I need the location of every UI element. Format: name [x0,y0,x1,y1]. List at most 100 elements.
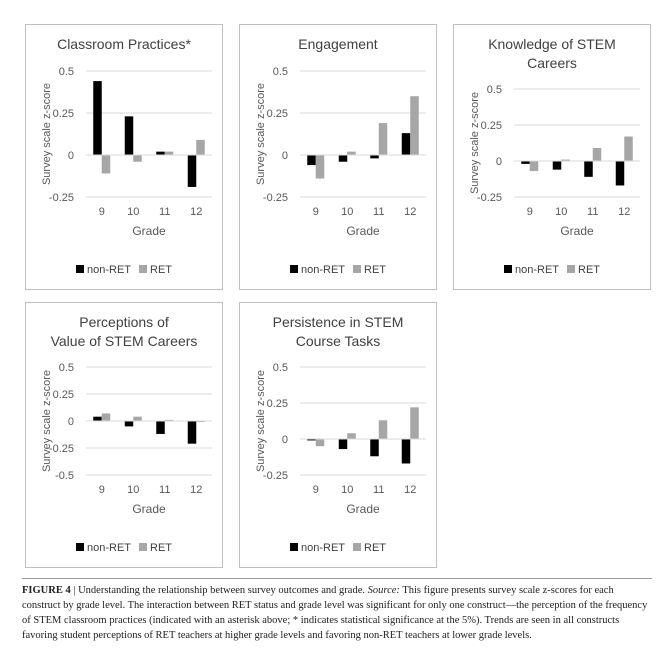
legend-swatch [353,265,362,273]
chart-title: Perceptions of Value of STEM Careers [26,313,222,351]
bar-ret [101,155,111,174]
legend-label: RET [364,542,387,554]
chart-title-line: Perceptions of [79,314,169,330]
figure-caption: FIGURE 4 | Understanding the relationshi… [22,578,652,643]
y-tick-label: -0.5 [55,470,74,482]
legend-swatch [289,543,298,551]
x-axis-label: Grade [346,502,380,516]
bar-ret [561,159,570,161]
legend-label: RET [578,264,601,276]
bar-ret [315,155,325,179]
bar-non-ret [552,161,562,170]
chart-title: Engagement [240,35,436,54]
chart-panel-value-stem-careers: Perceptions of Value of STEM Careers 0.5 0.… [25,302,223,568]
chart-panel-classroom-practices: Classroom Practices* 0.5 0.25 0 -0.25 Survey … [25,24,223,290]
x-tick-label: 11 [373,484,384,496]
y-tick-label: -0.25 [49,192,74,204]
legend-swatch [567,265,576,273]
chart-legend: non-RET RET [26,264,222,276]
bar-ret [133,416,142,421]
y-tick-label: 0.5 [273,362,288,374]
legend-item: non-RET [289,542,345,554]
y-tick-label: -0.25 [477,192,502,204]
x-tick-label: 11 [587,206,598,218]
legend-label: RET [364,264,387,276]
bar-ret [529,161,539,172]
bar-ret [592,148,602,161]
y-tick-label: 0.25 [267,108,288,120]
legend-item: non-RET [75,542,131,554]
bar-non-ret [615,161,625,186]
bar-non-ret [124,116,134,155]
chart-title-line: Knowledge of STEM [488,36,616,52]
y-tick-label: 0 [282,434,288,446]
chart-legend: non-RET RET [454,264,650,276]
x-tick-label: 9 [313,484,319,496]
y-tick-label: 0.25 [481,120,502,132]
chart-title: Classroom Practices* [26,35,222,54]
bar-non-ret [156,151,165,155]
legend-item: RET [139,542,172,554]
chart-title-line: Course Tasks [295,333,381,349]
legend-swatch [503,265,512,273]
bar-ret [410,96,419,155]
bar-non-ret [338,439,348,450]
legend-item: non-RET [289,264,346,276]
bar-non-ret [307,155,316,166]
bar-non-ret [370,155,379,159]
y-tick-label: 0.5 [59,362,74,374]
x-tick-label: 10 [555,206,567,218]
x-tick-label: 12 [404,484,416,496]
bar-non-ret [124,421,134,427]
legend-label: RET [150,264,173,276]
bar-non-ret [521,161,530,164]
chart-title: Knowledge of STEM Careers [454,35,650,73]
bar-ret [347,433,356,439]
x-tick-label: 10 [127,484,139,496]
bar-non-ret [93,416,102,421]
bar-ret [315,439,325,447]
caption-lead: Understanding the relationship between s… [78,585,365,596]
x-tick-label: 12 [190,206,202,218]
y-tick-label: -0.25 [263,192,288,204]
y-tick-label: -0.25 [49,443,74,455]
x-tick-label: 11 [159,484,170,496]
legend-label: non-RET [300,264,346,276]
caption-separator: | [73,585,76,596]
chart-title-line: Persistence in STEM [272,314,404,330]
y-tick-label: 0.25 [267,398,288,410]
bar-non-ret [401,133,411,155]
x-tick-label: 9 [527,206,533,218]
bar-ret [164,419,174,421]
legend-item: RET [139,264,172,276]
chart-legend: non-RET RET [240,542,436,554]
y-axis-label: Survey scale z-score [469,92,481,194]
caption-label: FIGURE 4 [22,585,71,596]
legend-item: non-RET [503,264,560,276]
chart-title: Persistence in STEM Course Tasks [240,313,436,351]
chart-panel-persistence-stem: Persistence in STEM Course Tasks 0.5 0.25 0 -… [239,302,437,568]
legend-swatch [353,543,362,551]
chart-title-line: Careers [527,55,577,71]
bar-ret [624,136,633,161]
x-tick-label: 12 [618,206,630,218]
bar-ret [378,123,388,155]
chart-title-line: Value of STEM Careers [50,333,198,349]
bar-non-ret [156,421,165,434]
caption-source-label: Source: [367,585,400,596]
bar-non-ret [370,439,379,457]
x-tick-label: 9 [99,206,105,218]
x-tick-label: 9 [313,206,319,218]
bar-ret [101,413,111,421]
y-axis-label: Survey scale z-score [41,370,53,472]
y-tick-label: 0 [496,156,502,168]
bar-ret [347,151,356,155]
bar-non-ret [93,81,102,155]
y-tick-label: 0 [68,150,74,162]
legend-label: non-RET [514,264,560,276]
bar-ret [164,151,174,155]
legend-item: non-RET [75,264,131,276]
caption-text: This figure presents survey scale z-scor… [22,585,648,641]
legend-swatch [139,543,148,551]
